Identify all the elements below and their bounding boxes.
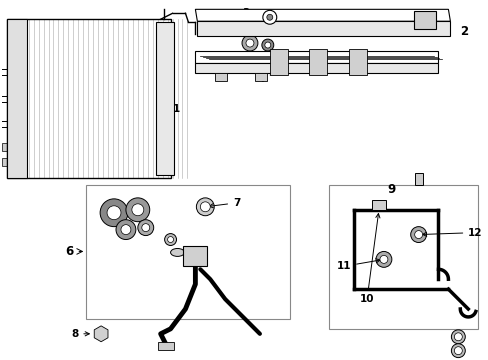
Circle shape (116, 220, 136, 239)
Polygon shape (197, 21, 449, 36)
Circle shape (142, 224, 149, 231)
Bar (371, 200, 385, 210)
Text: 3: 3 (242, 8, 265, 18)
Bar (157, 342, 173, 350)
Text: 1: 1 (161, 104, 180, 113)
Circle shape (266, 14, 272, 20)
Circle shape (126, 198, 149, 222)
Bar (2, 158, 12, 166)
Circle shape (450, 330, 464, 344)
Text: 11: 11 (336, 259, 379, 271)
Bar (269, 49, 287, 75)
Ellipse shape (170, 248, 184, 256)
Circle shape (375, 251, 391, 267)
Bar (309, 49, 326, 75)
Circle shape (453, 347, 461, 355)
Text: 5: 5 (386, 18, 409, 28)
Circle shape (100, 199, 128, 227)
Circle shape (167, 237, 173, 243)
Bar (215, 73, 226, 81)
Text: 9: 9 (387, 184, 395, 197)
Circle shape (263, 10, 276, 24)
Bar (2, 143, 12, 151)
Circle shape (164, 234, 176, 246)
Circle shape (138, 220, 153, 235)
Circle shape (200, 202, 210, 212)
Circle shape (242, 35, 257, 51)
Polygon shape (195, 9, 449, 21)
Text: 2: 2 (459, 24, 468, 38)
Polygon shape (195, 63, 438, 73)
Text: 12: 12 (422, 228, 482, 238)
Polygon shape (195, 51, 438, 63)
Bar (86, 185, 289, 319)
Circle shape (453, 333, 461, 341)
Circle shape (121, 225, 131, 235)
Text: 6: 6 (65, 245, 73, 258)
Circle shape (379, 255, 387, 264)
Bar (155, 22, 173, 175)
Bar (413, 11, 435, 29)
Circle shape (107, 206, 121, 220)
Text: 7: 7 (209, 198, 240, 208)
Text: 10: 10 (359, 213, 379, 304)
Circle shape (245, 39, 253, 47)
Bar (183, 247, 207, 266)
Bar (254, 73, 266, 81)
Polygon shape (94, 326, 108, 342)
Bar (348, 49, 366, 75)
Circle shape (410, 227, 426, 243)
Bar (7, 19, 27, 178)
Circle shape (262, 39, 273, 51)
Circle shape (414, 231, 422, 239)
Text: 8: 8 (71, 329, 89, 339)
Circle shape (264, 42, 270, 48)
Bar (414, 173, 422, 185)
Bar (328, 185, 477, 329)
Circle shape (132, 204, 143, 216)
Text: 4: 4 (257, 60, 305, 84)
Bar (7, 19, 170, 178)
Circle shape (196, 198, 214, 216)
Circle shape (450, 344, 464, 357)
